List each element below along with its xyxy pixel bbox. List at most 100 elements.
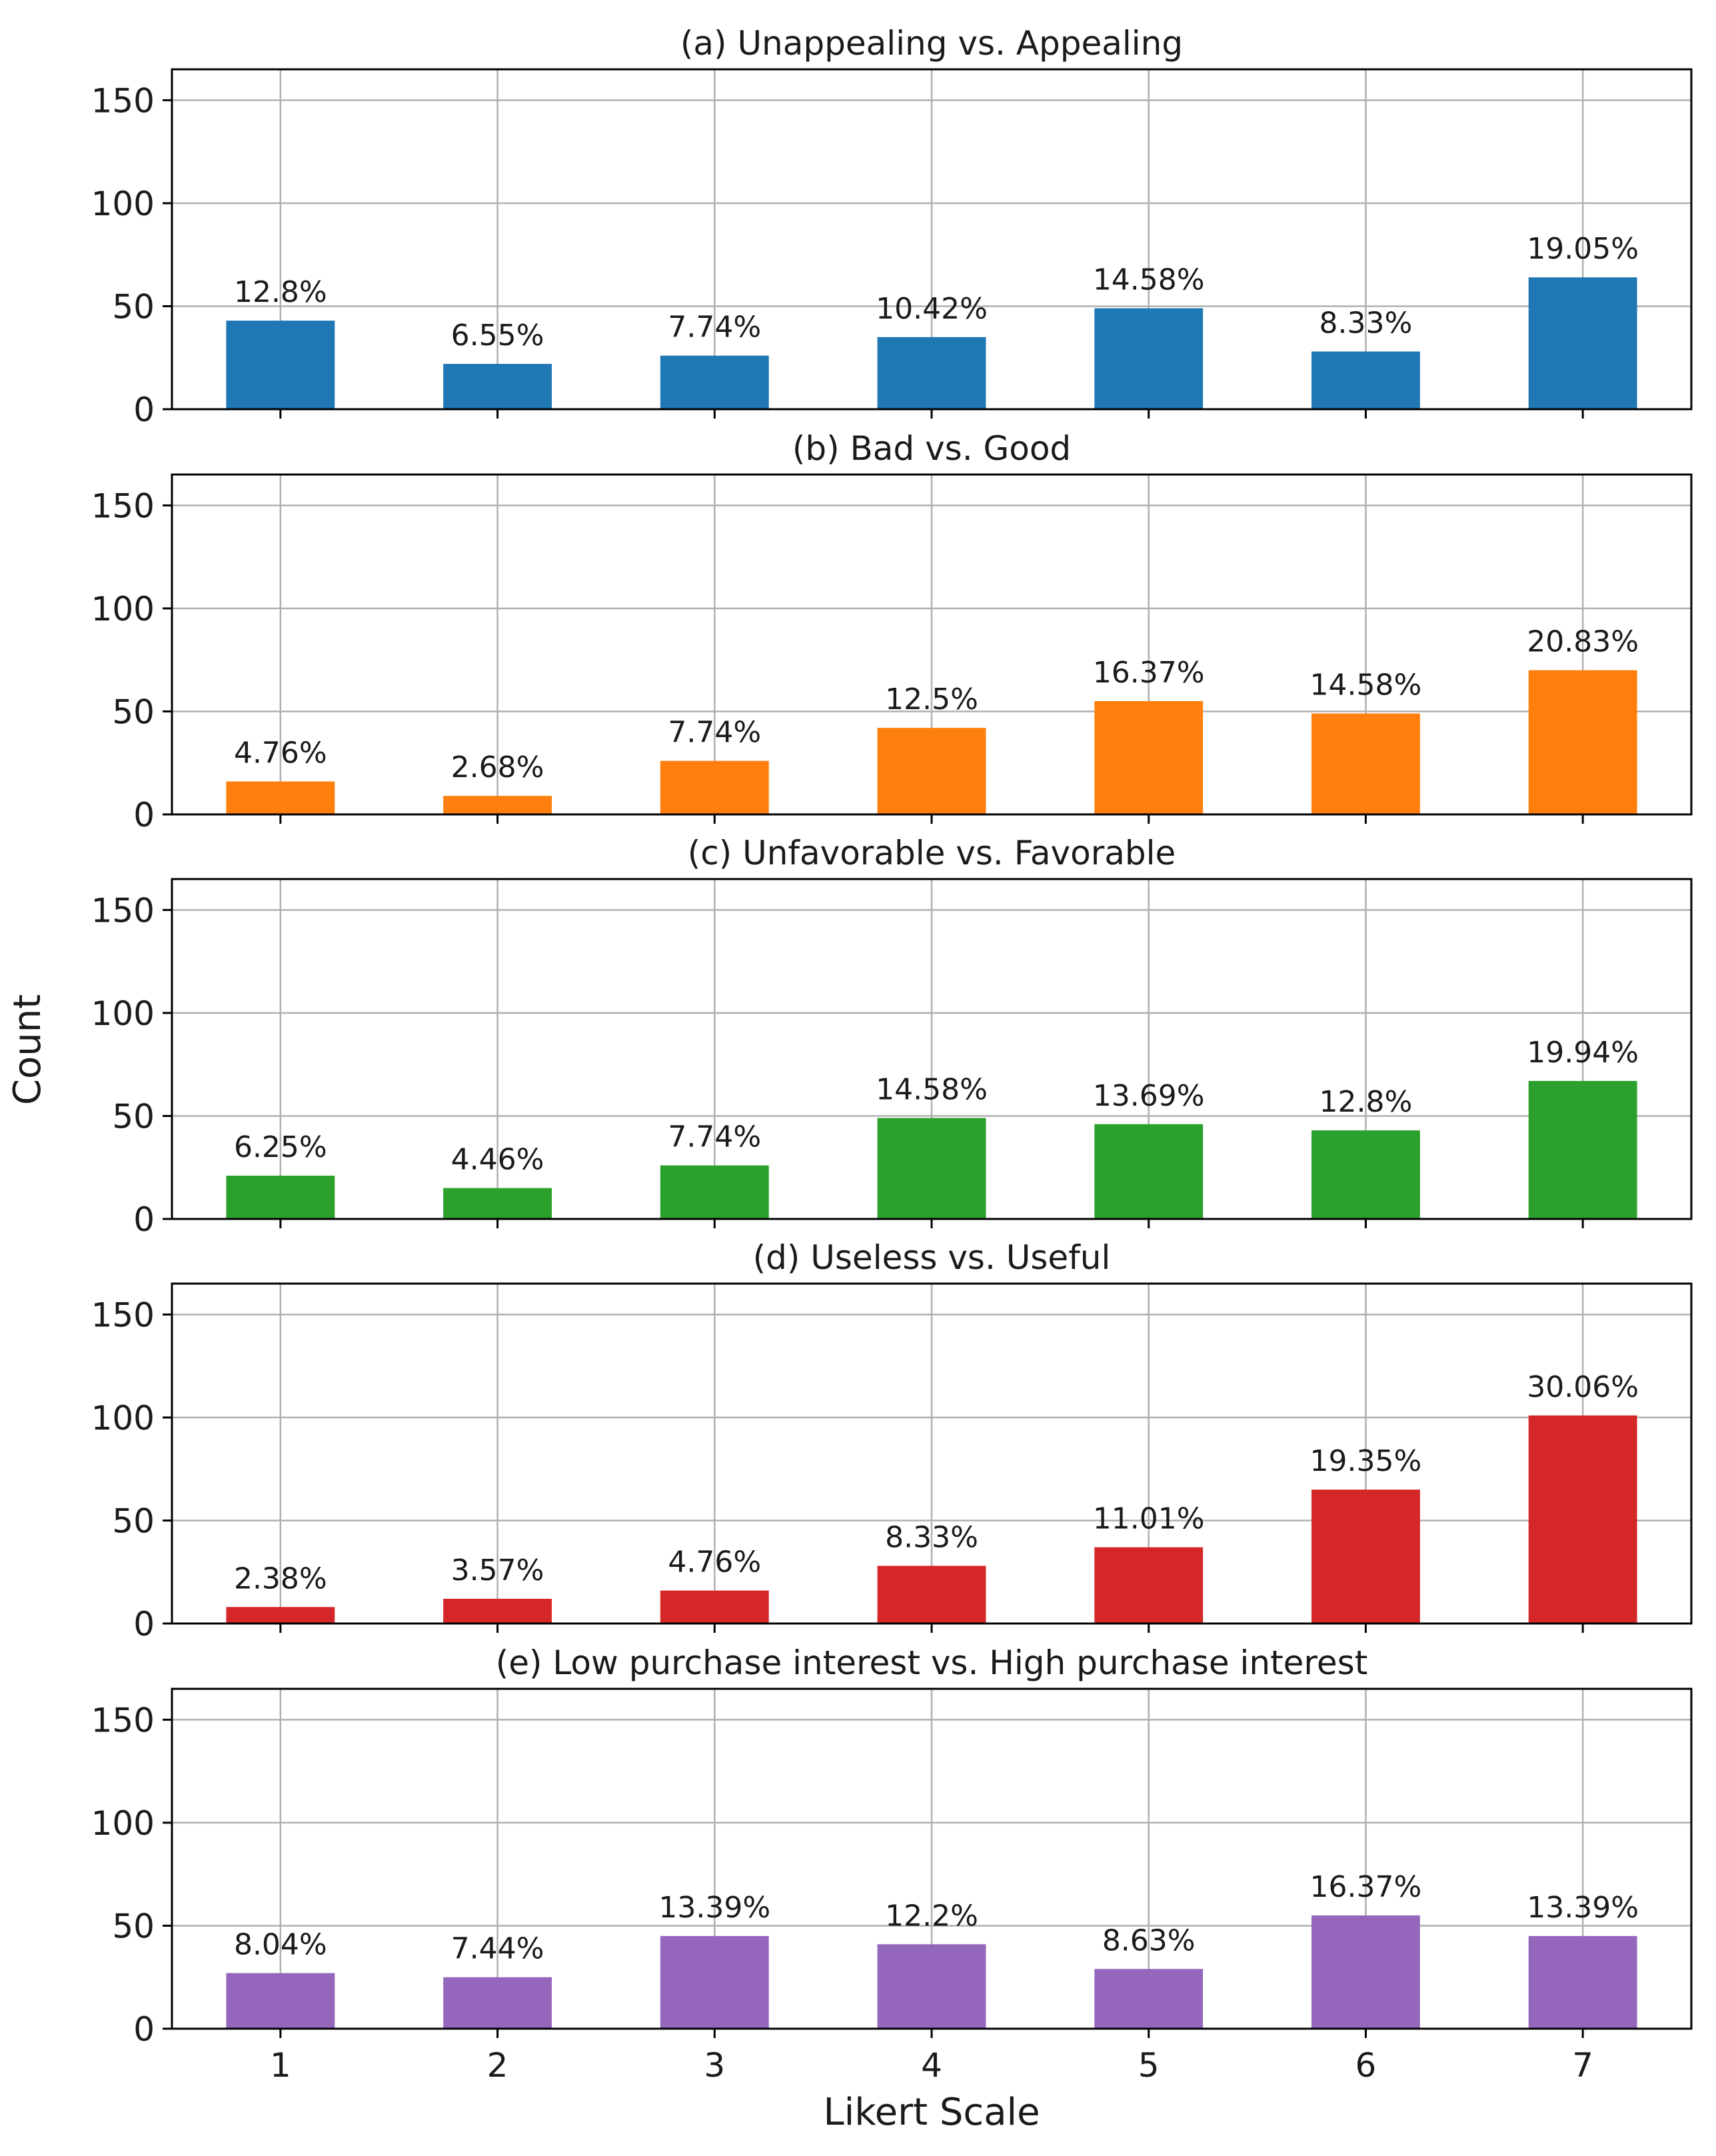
y-tick-label: 100	[91, 1399, 155, 1438]
bar-label: 7.74%	[668, 716, 761, 750]
bar-label: 12.5%	[885, 682, 978, 716]
bar	[1311, 1490, 1420, 1623]
bar-label: 14.58%	[876, 1073, 988, 1107]
bar-label: 6.25%	[234, 1130, 327, 1164]
bar-label: 12.8%	[234, 275, 327, 309]
y-tick-label: 100	[91, 1804, 155, 1843]
bar	[1094, 1124, 1204, 1219]
x-tick-label: 4	[921, 2046, 942, 2085]
bar	[1094, 1547, 1204, 1623]
y-tick-label: 50	[112, 692, 155, 731]
bar	[877, 728, 986, 814]
bar	[443, 1188, 552, 1219]
bar-label: 12.2%	[885, 1899, 978, 1933]
bar-label: 10.42%	[876, 292, 988, 326]
y-tick-label: 100	[91, 994, 155, 1033]
bar	[226, 321, 335, 409]
y-tick-label: 100	[91, 185, 155, 223]
bar	[1094, 308, 1204, 409]
bar-label: 4.76%	[234, 736, 327, 770]
y-tick-label: 150	[91, 487, 155, 525]
bar	[226, 1973, 335, 2029]
plot-frame	[171, 1687, 1693, 2030]
bar-label: 4.76%	[668, 1546, 761, 1580]
bar-label: 14.58%	[1310, 668, 1422, 702]
bar-label: 6.55%	[451, 319, 544, 353]
bar	[877, 337, 986, 409]
bar-label: 4.46%	[451, 1143, 544, 1177]
y-tick-label: 150	[91, 81, 155, 120]
panel-4: (d) Useless vs. Useful 0 50 100 150 2.38% 3.57…	[91, 1238, 1693, 1643]
bar	[1528, 1935, 1637, 2029]
bar	[443, 796, 552, 814]
bar	[1528, 1080, 1637, 1219]
bar	[1311, 1915, 1420, 2029]
bar-label: 7.74%	[668, 311, 761, 345]
bar	[660, 355, 769, 409]
bar	[660, 760, 769, 814]
bar-label: 16.37%	[1310, 1870, 1422, 1904]
panel-3: (c) Unfavorable vs. Favorable 0 50 100 150 6.…	[91, 834, 1693, 1239]
bar	[877, 1944, 986, 2029]
plot-frame	[171, 878, 1693, 1220]
plot-frame	[171, 68, 1693, 411]
bar-label: 12.8%	[1319, 1085, 1413, 1119]
bar	[226, 1176, 335, 1219]
bar-label: 8.04%	[234, 1928, 327, 1962]
bar-label: 16.37%	[1093, 656, 1205, 690]
bar-label: 8.33%	[1319, 306, 1413, 340]
figure-y-axis-label: Count	[6, 994, 49, 1105]
bar-label: 8.33%	[885, 1520, 978, 1554]
bar	[226, 781, 335, 814]
x-tick-label: 2	[487, 2046, 508, 2085]
panel-title: (e) Low purchase interest vs. High purch…	[496, 1643, 1368, 1682]
bar-label: 13.39%	[658, 1891, 770, 1925]
y-tick-label: 0	[133, 1200, 155, 1239]
bar	[660, 1590, 769, 1623]
x-tick-label: 1	[270, 2046, 291, 2085]
y-tick-label: 100	[91, 590, 155, 628]
plot-frame	[171, 1282, 1693, 1625]
bar-label: 7.44%	[451, 1932, 544, 1966]
bar	[226, 1607, 335, 1623]
bar-label: 19.05%	[1527, 232, 1639, 266]
plot-frame	[171, 473, 1693, 816]
bar-label: 30.06%	[1527, 1370, 1639, 1404]
panel-title: (c) Unfavorable vs. Favorable	[688, 834, 1176, 872]
bar	[660, 1165, 769, 1219]
bar	[1311, 351, 1420, 409]
y-tick-label: 0	[133, 796, 155, 834]
bar	[1311, 713, 1420, 814]
bar-label: 20.83%	[1527, 625, 1639, 659]
bar	[1528, 277, 1637, 409]
y-tick-label: 150	[91, 1701, 155, 1739]
bar-label: 8.63%	[1102, 1923, 1196, 1957]
y-tick-label: 0	[133, 2010, 155, 2049]
panel-title: (a) Unappealing vs. Appealing	[680, 24, 1183, 63]
panel-5: (e) Low purchase interest vs. High purch…	[91, 1643, 1693, 2085]
bar	[877, 1566, 986, 1623]
bar-label: 13.39%	[1527, 1891, 1639, 1925]
bar	[443, 1977, 552, 2029]
panel-2: (b) Bad vs. Good 0 50 100 150 4.76% 2.68% 7.74%…	[91, 429, 1693, 834]
bar-label: 3.57%	[451, 1554, 544, 1588]
y-tick-label: 150	[91, 891, 155, 930]
bar-label: 2.68%	[451, 750, 544, 784]
panel-title: (d) Useless vs. Useful	[753, 1238, 1111, 1277]
x-tick-label: 3	[704, 2046, 725, 2085]
bar-label: 7.74%	[668, 1120, 761, 1154]
panel-title: (b) Bad vs. Good	[792, 429, 1071, 468]
bar-label: 13.69%	[1093, 1079, 1205, 1113]
bar-label: 2.38%	[234, 1562, 327, 1596]
x-tick-label: 7	[1572, 2046, 1593, 2085]
x-tick-label: 6	[1355, 2046, 1377, 2085]
y-tick-label: 150	[91, 1296, 155, 1334]
y-tick-label: 0	[133, 1605, 155, 1643]
bar	[443, 364, 552, 409]
y-tick-label: 50	[112, 1502, 155, 1540]
y-tick-label: 50	[112, 287, 155, 326]
bar	[1311, 1130, 1420, 1219]
bar-label: 14.58%	[1093, 263, 1205, 297]
